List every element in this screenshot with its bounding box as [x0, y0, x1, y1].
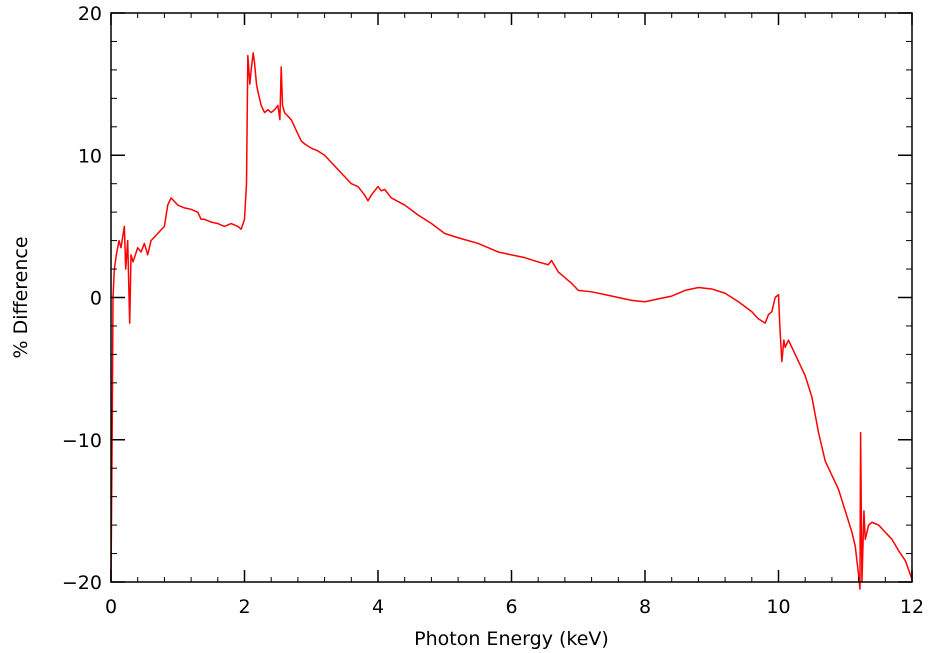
y-tick-label: 10 — [78, 145, 102, 167]
y-axis: −20 −10 0 10 20 — [62, 3, 912, 594]
x-tick-label: 2 — [238, 596, 250, 618]
y-tick-label: 0 — [90, 288, 102, 310]
y-tick-label: 20 — [78, 3, 102, 25]
series-line — [110, 52, 913, 590]
plot-area — [110, 12, 913, 590]
x-tick-label: 0 — [105, 596, 117, 618]
x-tick-label: 12 — [900, 596, 924, 618]
x-axis-title: Photon Energy (keV) — [414, 628, 609, 650]
y-tick-label: −20 — [62, 572, 102, 594]
plot-frame — [110, 12, 913, 583]
x-tick-label: 4 — [372, 596, 384, 618]
y-tick-label: −10 — [62, 430, 102, 452]
x-tick-label: 6 — [505, 596, 517, 618]
x-tick-label: 10 — [766, 596, 790, 618]
x-tick-label: 8 — [639, 596, 651, 618]
y-axis-title: % Difference — [10, 236, 32, 358]
x-axis: 0 2 4 6 8 10 12 — [105, 13, 924, 618]
